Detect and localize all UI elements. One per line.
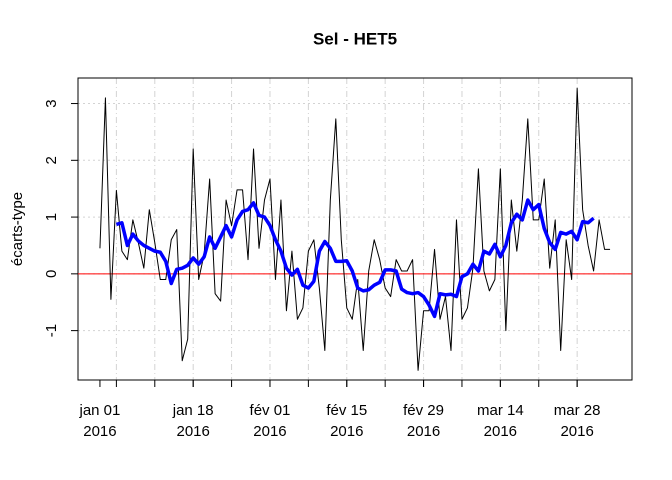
series-line [99,87,611,371]
x-tick-label: 2016 [330,423,363,440]
y-tick-label: 3 [43,99,60,107]
series-line [115,198,595,319]
x-tick-label: 2016 [177,423,210,440]
y-tick-label: 1 [43,213,60,221]
x-tick-label: 2016 [560,423,593,440]
x-tick-label: 2016 [484,423,517,440]
x-tick-label: fév 01 [250,402,291,419]
x-tick-label: fév 29 [403,402,444,419]
x-tick-label: 2016 [253,423,286,440]
x-tick-label: 2016 [83,423,116,440]
plot-frame [77,77,633,381]
x-tick-label: mar 14 [477,402,524,419]
chart-title: Sel - HET5 [313,29,397,48]
y-tick-label: -1 [43,324,60,337]
x-tick-label: jan 18 [172,402,214,419]
y-tick-label: 2 [43,156,60,164]
x-tick-label: 2016 [407,423,440,440]
x-tick-label: fév 15 [326,402,367,419]
y-axis-label: écarts-type [9,192,26,266]
x-tick-label: mar 28 [554,402,601,419]
y-tick-label: 0 [43,270,60,278]
x-tick-label: jan 01 [79,402,121,419]
